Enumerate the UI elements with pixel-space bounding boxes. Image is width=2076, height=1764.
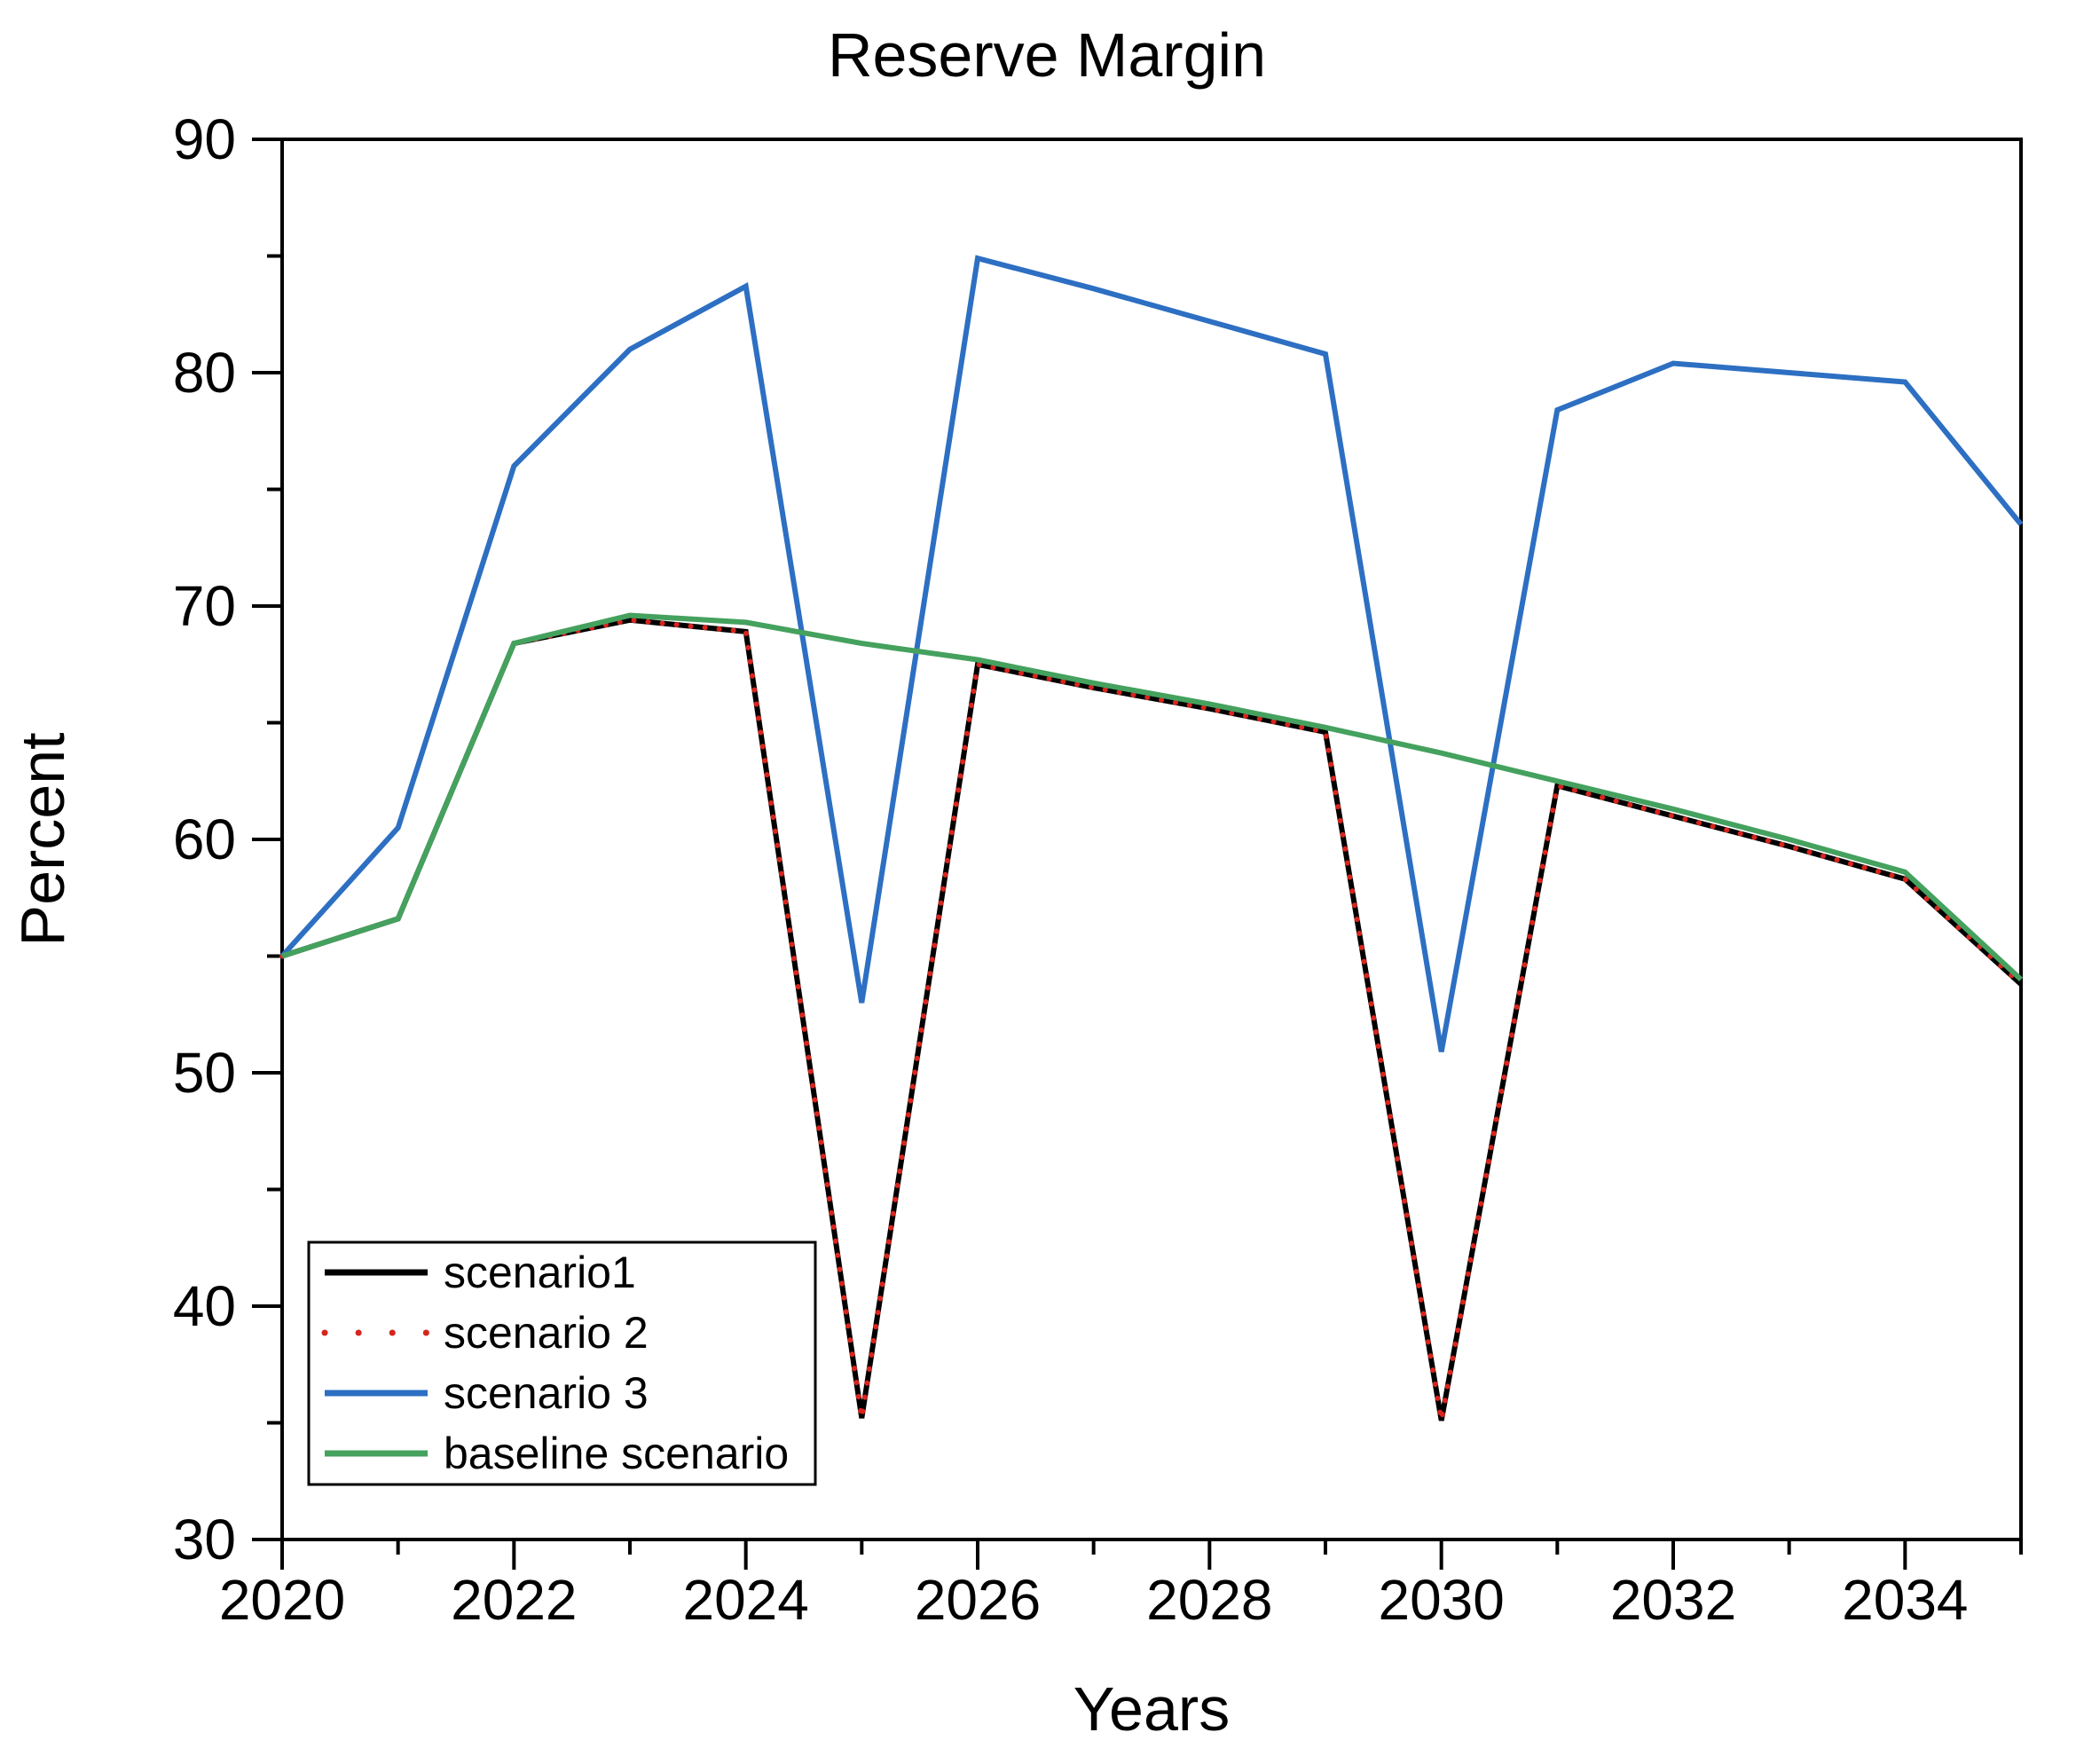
y-tick-label: 60 — [173, 807, 236, 871]
legend-label-baseline-scenario: baseline scenario — [444, 1429, 789, 1478]
x-tick-label: 2030 — [1378, 1568, 1504, 1632]
series-line-scenario-3 — [279, 255, 2024, 1052]
x-tick-label: 2020 — [219, 1568, 345, 1632]
x-tick-label: 2032 — [1610, 1568, 1736, 1632]
legend-label-scenario1: scenario1 — [444, 1248, 636, 1297]
x-axis-title: Years — [1073, 1674, 1230, 1744]
series-line-baseline-scenario — [281, 612, 2024, 982]
y-tick-label: 80 — [173, 341, 236, 405]
x-tick-label: 2024 — [682, 1568, 808, 1632]
y-tick-label: 30 — [173, 1508, 236, 1571]
chart-title: Reserve Margin — [828, 20, 1266, 90]
legend-swatches — [321, 1269, 431, 1457]
x-tick-label: 2028 — [1146, 1568, 1272, 1632]
y-tick-label: 90 — [173, 107, 236, 171]
y-tick-label: 70 — [173, 574, 236, 638]
legend: scenario1 scenario 2 scenario 3 baseline… — [307, 1240, 817, 1486]
y-axis-title: Percent — [8, 732, 77, 946]
y-tick-label: 50 — [173, 1041, 236, 1105]
x-tick-label: 2026 — [915, 1568, 1041, 1632]
legend-label-scenario-3: scenario 3 — [444, 1368, 649, 1418]
legend-box — [307, 1240, 817, 1486]
x-tick-label: 2022 — [451, 1568, 577, 1632]
x-tick-label: 2034 — [1842, 1568, 1968, 1632]
legend-label-scenario-2: scenario 2 — [444, 1308, 649, 1358]
y-tick-label: 40 — [173, 1274, 236, 1338]
